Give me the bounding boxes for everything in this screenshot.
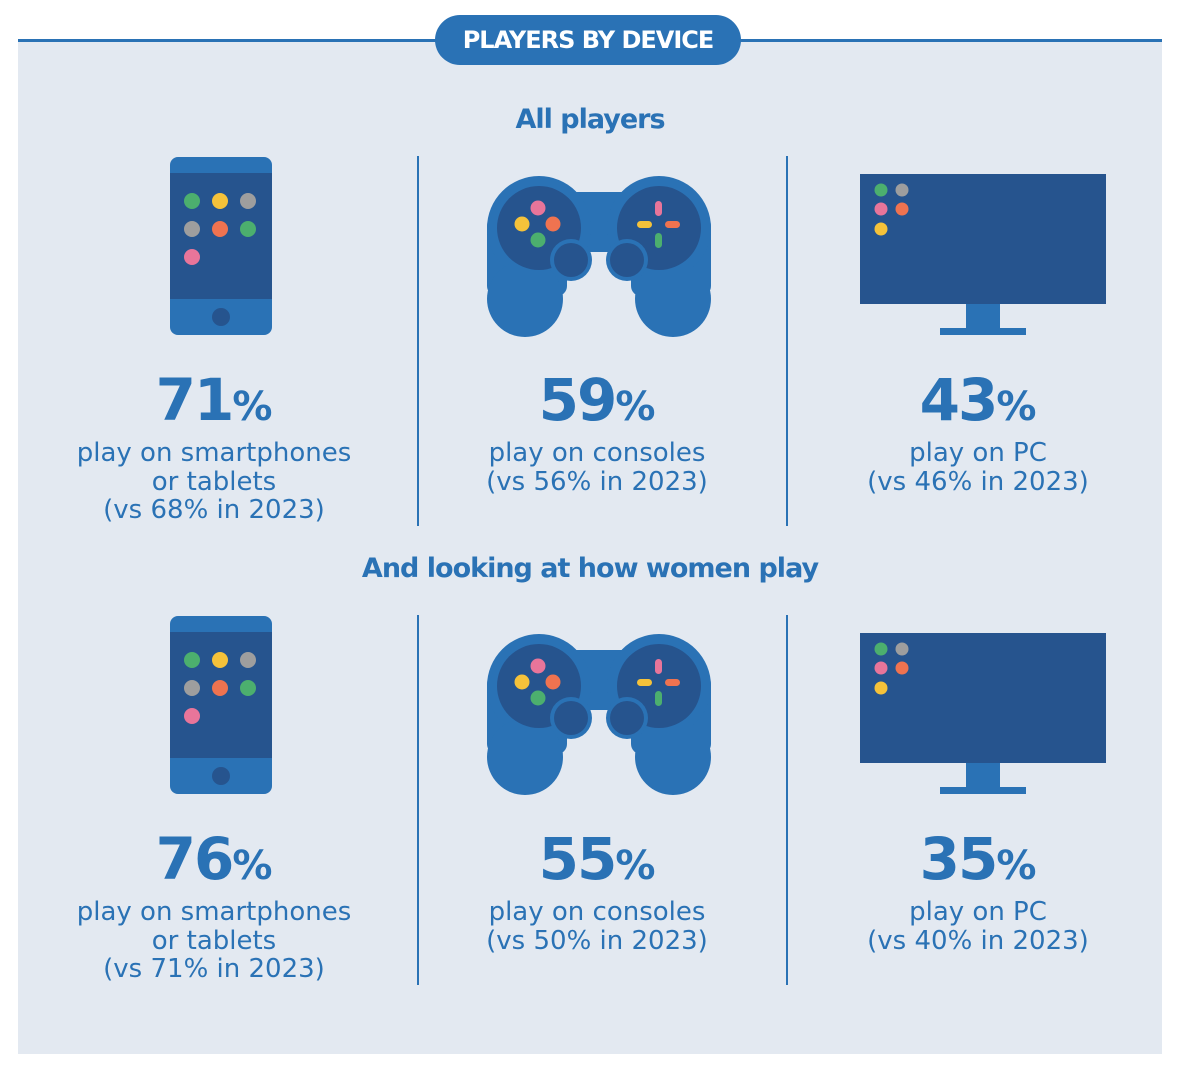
stat-block: 55% play on consoles (vs 50% in 2023) xyxy=(432,829,762,955)
monitor-icon xyxy=(860,174,1106,335)
stat-unit: % xyxy=(996,843,1037,889)
gamepad-icon xyxy=(487,176,711,337)
stat-description: play on smartphones or tablets (vs 71% i… xyxy=(49,898,379,984)
stat-number: 43 xyxy=(919,366,999,434)
stat-line: play on PC xyxy=(909,897,1047,927)
stat-value: 76% xyxy=(49,829,379,896)
stat-line: play on consoles xyxy=(488,438,706,468)
stat-line: (vs 56% in 2023) xyxy=(486,466,708,497)
page-title: PLAYERS BY DEVICE xyxy=(435,15,741,65)
column-divider xyxy=(417,156,419,526)
column-divider xyxy=(417,615,419,985)
stat-block: 71% play on smartphones or tablets (vs 6… xyxy=(49,370,379,525)
stat-block: 35% play on PC (vs 40% in 2023) xyxy=(813,829,1143,955)
stat-unit: % xyxy=(615,843,656,889)
stat-description: play on smartphones or tablets (vs 68% i… xyxy=(49,439,379,525)
stat-unit: % xyxy=(232,843,273,889)
stat-line: (vs 68% in 2023) xyxy=(103,495,325,525)
stat-description: play on consoles (vs 56% in 2023) xyxy=(432,439,762,496)
stat-block: 59% play on consoles (vs 56% in 2023) xyxy=(432,370,762,496)
stat-value: 55% xyxy=(432,829,762,896)
stat-value: 43% xyxy=(813,370,1143,437)
smartphone-icon xyxy=(170,157,272,335)
stat-number: 71 xyxy=(155,366,235,434)
stat-line: play on smartphones xyxy=(76,897,352,927)
stat-description: play on PC (vs 46% in 2023) xyxy=(813,439,1143,496)
stat-block: 76% play on smartphones or tablets (vs 7… xyxy=(49,829,379,984)
stat-line: or tablets xyxy=(151,466,277,497)
column-divider xyxy=(786,615,788,985)
stat-description: play on consoles (vs 50% in 2023) xyxy=(432,898,762,955)
stat-line: (vs 71% in 2023) xyxy=(103,954,325,984)
stat-unit: % xyxy=(232,384,273,430)
stat-description: play on PC (vs 40% in 2023) xyxy=(813,898,1143,955)
stat-unit: % xyxy=(615,384,656,430)
stat-value: 71% xyxy=(49,370,379,437)
stat-line: play on smartphones xyxy=(76,438,352,468)
section-heading-women: And looking at how women play xyxy=(361,553,819,584)
stat-line: (vs 46% in 2023) xyxy=(867,466,1089,497)
column-divider xyxy=(786,156,788,526)
stat-number: 35 xyxy=(919,825,999,893)
stat-line: play on PC xyxy=(909,438,1047,468)
stat-number: 55 xyxy=(538,825,618,893)
section-heading-all-players: All players xyxy=(515,104,665,135)
monitor-icon xyxy=(860,633,1106,794)
stat-line: or tablets xyxy=(151,925,277,956)
stat-block: 43% play on PC (vs 46% in 2023) xyxy=(813,370,1143,496)
gamepad-icon xyxy=(487,634,711,795)
stat-line: (vs 50% in 2023) xyxy=(486,925,708,956)
stat-unit: % xyxy=(996,384,1037,430)
stat-value: 59% xyxy=(432,370,762,437)
stat-value: 35% xyxy=(813,829,1143,896)
stat-number: 59 xyxy=(538,366,618,434)
stat-line: (vs 40% in 2023) xyxy=(867,925,1089,956)
smartphone-icon xyxy=(170,616,272,794)
stat-line: play on consoles xyxy=(488,897,706,927)
stat-number: 76 xyxy=(155,825,235,893)
